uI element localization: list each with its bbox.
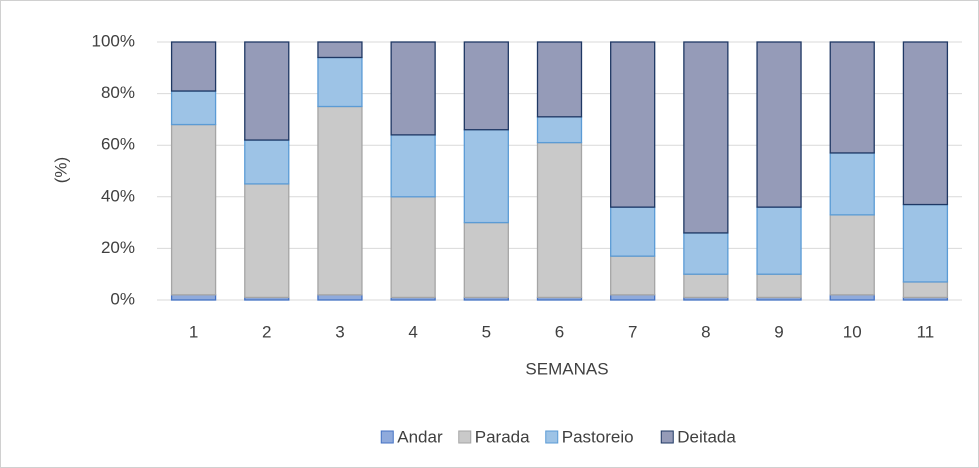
bar-segment — [829, 41, 875, 154]
bar-segment — [683, 232, 729, 275]
bar-segment — [610, 255, 656, 296]
y-tick-label: 40% — [101, 186, 135, 205]
legend-label: Pastoreio — [562, 427, 634, 446]
legend-label: Deitada — [677, 427, 736, 446]
bar-segment — [756, 206, 802, 275]
bar-segment — [170, 123, 217, 296]
legend-swatch — [660, 430, 674, 444]
x-tick-label: 2 — [262, 322, 271, 341]
bar-segment — [317, 105, 363, 296]
legend-swatch — [545, 430, 559, 444]
bar-segment — [829, 294, 875, 301]
bar-segment — [610, 294, 656, 301]
bar-segment — [610, 41, 656, 208]
legend-label: Parada — [475, 427, 530, 446]
bar-segment — [902, 41, 949, 206]
bar-segment — [170, 90, 217, 126]
legend-swatch — [458, 430, 472, 444]
x-tick-label: 11 — [917, 322, 935, 341]
y-tick-label: 80% — [101, 83, 135, 102]
y-tick-label: 100% — [92, 31, 135, 50]
bar-segment — [683, 41, 729, 234]
y-axis-title: (%) — [51, 157, 70, 183]
bar-segment — [536, 41, 583, 118]
y-tick-label: 0% — [110, 289, 135, 308]
x-tick-label: 6 — [555, 322, 564, 341]
bar-segment — [390, 196, 436, 299]
bar-segment — [170, 41, 217, 92]
bar-segment — [463, 221, 509, 299]
bar-segment — [463, 41, 509, 131]
bar-segment — [463, 129, 509, 224]
x-tick-label: 5 — [482, 322, 491, 341]
bar-segment — [756, 273, 802, 299]
bar-segment — [170, 294, 217, 301]
bar-segment — [756, 41, 802, 208]
legend-label: Andar — [397, 427, 443, 446]
bar-segment — [317, 294, 363, 301]
bar-segment — [390, 41, 436, 136]
bar-segment — [829, 152, 875, 216]
x-tick-label: 8 — [701, 322, 710, 341]
x-tick-label: 1 — [189, 322, 198, 341]
bar-segment — [317, 41, 363, 59]
y-tick-label: 60% — [101, 135, 135, 154]
legend-swatch — [380, 430, 394, 444]
bar-segment — [244, 139, 290, 185]
bar-segment — [902, 281, 949, 299]
bar-segment — [390, 134, 436, 198]
x-tick-label: 3 — [335, 322, 344, 341]
bar-segment — [317, 56, 363, 108]
bar-segment — [244, 183, 290, 299]
bar-segment — [536, 141, 583, 299]
bar-segment — [244, 41, 290, 141]
x-tick-label: 7 — [628, 322, 637, 341]
x-axis-title: SEMANAS — [525, 359, 608, 378]
bar-segment — [902, 203, 949, 283]
y-tick-label: 20% — [101, 238, 135, 257]
x-tick-label: 9 — [774, 322, 783, 341]
bar-segment — [683, 273, 729, 299]
bar-segment — [610, 206, 656, 257]
x-tick-label: 10 — [843, 322, 862, 341]
bar-segment — [536, 116, 583, 144]
x-tick-label: 4 — [408, 322, 417, 341]
bar-segment — [829, 214, 875, 296]
